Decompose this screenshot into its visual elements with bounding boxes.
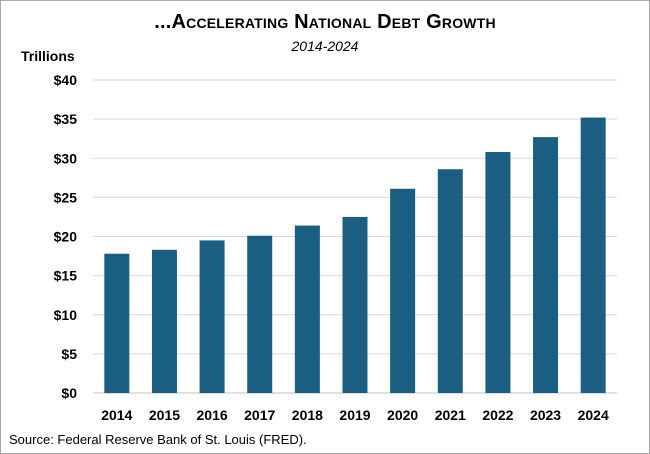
y-tick-label: $5 [61,346,77,362]
y-tick-label: $40 [54,72,78,88]
x-tick-label: 2015 [149,407,180,423]
x-tick-label: 2023 [530,407,561,423]
source-note: Source: Federal Reserve Bank of St. Loui… [9,432,307,447]
x-tick-label: 2022 [482,407,513,423]
x-tick-label: 2020 [387,407,418,423]
x-tick-label: 2019 [339,407,370,423]
x-tick-label: 2017 [244,407,275,423]
bar-2021 [437,169,463,393]
y-tick-label: $30 [54,150,78,166]
bar-2019 [342,216,368,393]
chart-subtitle: 2014-2024 [291,38,359,54]
x-tick-label: 2018 [292,407,323,423]
y-tick-label: $10 [54,307,78,323]
chart-title: ...Accelerating National Debt Growth [154,11,496,33]
y-tick-label: $15 [54,268,78,284]
bar-2016 [199,240,225,393]
x-tick-label: 2024 [578,407,609,423]
x-tick-label: 2016 [197,407,228,423]
bar-2023 [533,137,559,393]
bar-2018 [294,225,320,393]
bar-2024 [580,117,606,393]
y-tick-label: $25 [54,189,78,205]
x-tick-label: 2021 [435,407,466,423]
bar-2015 [151,249,177,393]
y-axis-unit-label: Trillions [21,48,75,64]
bar-2020 [390,188,416,393]
x-tick-label: 2014 [101,407,132,423]
y-tick-label: $0 [61,385,77,401]
bar-2014 [104,253,130,393]
y-tick-label: $35 [54,111,78,127]
bar-2022 [485,151,511,393]
bar-2017 [247,235,273,393]
y-tick-label: $20 [54,229,78,245]
